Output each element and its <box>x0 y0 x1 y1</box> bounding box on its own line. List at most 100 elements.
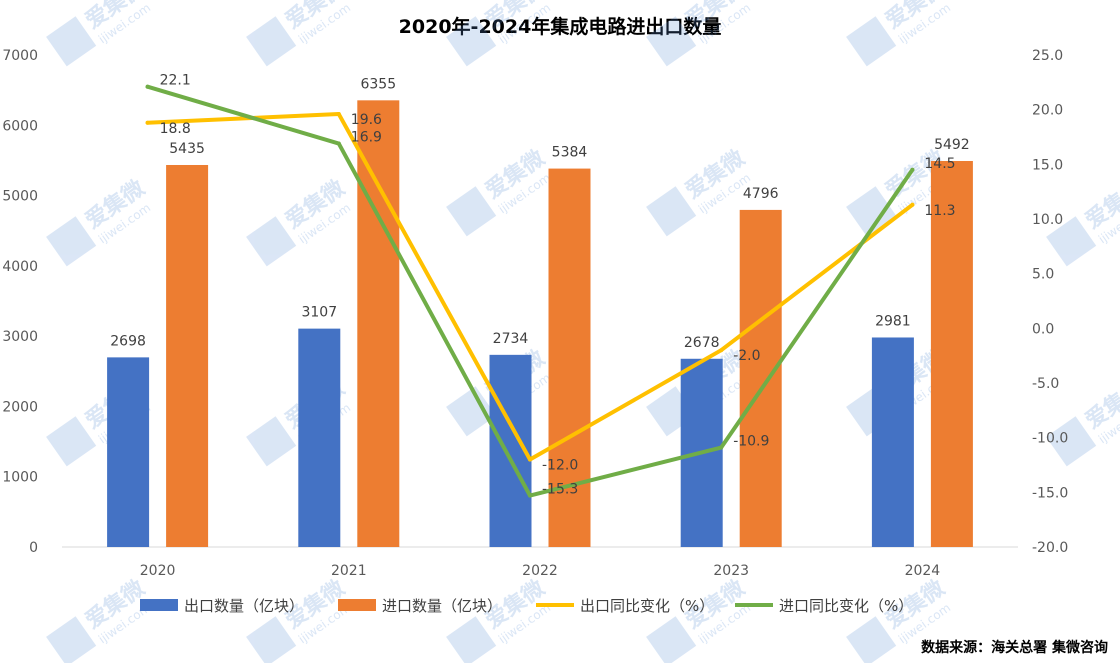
series-point <box>528 493 532 498</box>
watermark-logo-icon <box>46 16 97 67</box>
legend-swatch <box>140 599 178 611</box>
bars-layer: 2698 3107 2734 2678 2981 5435 6355 5384 4796 5492 <box>107 76 973 548</box>
legend-label: 进口同比变化（%） <box>779 597 913 615</box>
bar-value-label: 2678 <box>684 335 720 351</box>
bar-value-label: 5384 <box>552 145 588 161</box>
x-axis-tick-label: 2024 <box>905 563 941 579</box>
chart-title: 2020年-2024年集成电路进出口数量 <box>398 16 722 38</box>
line-value-label: -15.3 <box>542 482 578 498</box>
watermark-logo-icon <box>1046 416 1097 467</box>
left-axis-tick-label: 3000 <box>2 329 38 345</box>
line-value-label: -2.0 <box>733 348 760 364</box>
left-axis-tick-label: 4000 <box>2 259 38 275</box>
right-axis-tick-label: -10.0 <box>1032 431 1068 447</box>
bar-value-label: 2698 <box>110 333 146 349</box>
bar <box>739 209 782 547</box>
source-note: 数据来源：海关总署 集微咨询 <box>921 640 1108 656</box>
right-axis-tick-label: 25.0 <box>1032 48 1063 64</box>
line-value-label: 16.9 <box>351 130 382 146</box>
legend-swatch <box>338 599 376 611</box>
series-point <box>719 445 724 450</box>
watermark-logo-icon <box>46 216 97 267</box>
bar <box>930 160 973 548</box>
right-axis-tick-label: 10.0 <box>1032 212 1063 228</box>
right-axis: -20.0 -15.0 -10.0 -5.0 0.0 5.0 10.0 15.0 20.0 25.… <box>1032 48 1068 556</box>
left-axis-tick-label: 5000 <box>2 189 38 205</box>
bar-value-label: 3107 <box>301 305 337 321</box>
series-point <box>336 141 341 146</box>
bar <box>107 357 150 547</box>
series-point <box>910 202 915 207</box>
right-axis-tick-label: 5.0 <box>1032 267 1054 283</box>
line-value-label: 11.3 <box>924 203 955 219</box>
watermark-logo-icon <box>446 16 497 67</box>
watermark-logo-icon <box>846 616 897 663</box>
watermark-logo-icon <box>246 416 297 467</box>
x-axis-tick-label: 2021 <box>331 563 367 579</box>
line-value-label: 22.1 <box>160 73 191 89</box>
series-point <box>528 457 532 462</box>
right-axis-tick-label: -5.0 <box>1032 376 1059 392</box>
watermark-logo-icon <box>246 16 297 67</box>
bar <box>357 100 400 547</box>
series-point <box>145 120 150 125</box>
series-point <box>336 112 341 117</box>
watermark-logo-icon <box>646 16 697 67</box>
right-axis-tick-label: 0.0 <box>1032 321 1054 337</box>
watermark-logo-icon <box>846 16 897 67</box>
x-axis: 2020 2021 2022 2023 2024 <box>62 546 1018 579</box>
watermark-logo-icon <box>46 416 97 467</box>
bar-value-label: 6355 <box>360 76 396 92</box>
right-axis-tick-label: -15.0 <box>1032 485 1068 501</box>
bar-value-label: 5492 <box>934 137 970 153</box>
bar <box>871 337 914 547</box>
line-value-label: 19.6 <box>351 112 382 128</box>
left-axis-tick-label: 2000 <box>2 399 38 415</box>
legend-label: 出口同比变化（%） <box>580 597 714 615</box>
left-axis: 0 1000 2000 3000 4000 5000 6000 7000 <box>2 48 38 556</box>
x-axis-tick-label: 2022 <box>522 563 558 579</box>
bar-value-label: 2734 <box>493 331 529 347</box>
line-value-label: 14.5 <box>924 156 955 172</box>
legend-label: 进口数量（亿块） <box>382 597 502 615</box>
series-point <box>719 348 724 353</box>
left-axis-tick-label: 7000 <box>2 48 38 64</box>
bar-value-label: 2981 <box>875 313 911 329</box>
x-axis-tick-label: 2020 <box>140 563 176 579</box>
left-axis-tick-label: 0 <box>29 540 38 556</box>
bar <box>166 164 209 548</box>
watermark-logo-icon <box>646 186 697 237</box>
left-axis-tick-label: 1000 <box>2 470 38 486</box>
series-point <box>145 84 150 89</box>
x-axis-tick-label: 2023 <box>713 563 749 579</box>
lines-layer: 18.8 19.6 -12.0 -2.0 11.3 22.1 16.9 -15.3 -10.9 1… <box>145 73 956 498</box>
watermark-logo-icon <box>446 616 497 663</box>
series-point <box>910 167 915 172</box>
watermark-logo-icon <box>46 616 97 663</box>
legend-label: 出口数量（亿块） <box>184 597 304 615</box>
left-axis-tick-label: 6000 <box>2 118 38 134</box>
bar-value-label: 4796 <box>743 186 779 202</box>
watermark-logo-icon <box>646 616 697 663</box>
line-value-label: -12.0 <box>542 458 578 474</box>
watermark-logo-icon <box>1046 216 1097 267</box>
bar-value-label: 5435 <box>169 141 205 157</box>
right-axis-tick-label: -20.0 <box>1032 540 1068 556</box>
watermark-logo-icon <box>246 616 297 663</box>
watermark-logo-icon <box>846 186 897 237</box>
watermark-logo-icon <box>246 216 297 267</box>
legend: 出口数量（亿块） 进口数量（亿块） 出口同比变化（%） 进口同比变化（%） <box>140 597 913 615</box>
